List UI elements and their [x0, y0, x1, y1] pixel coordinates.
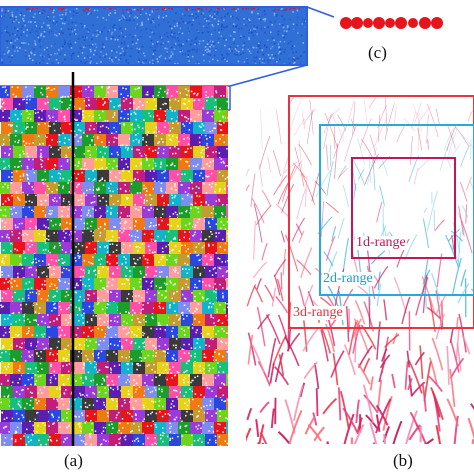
range-frame-2d [319, 124, 474, 296]
panel-label-c: (c) [368, 43, 387, 62]
range-frame-3d [288, 95, 474, 329]
range-label-1d: 1d-range [355, 235, 407, 250]
particle-chain-icon [340, 17, 443, 29]
grain-mosaic [0, 86, 228, 446]
dislocation-network [246, 92, 474, 444]
panel-label-b: (b) [393, 451, 413, 470]
range-frames [288, 95, 474, 329]
range-label-2d: 2d-range [322, 271, 374, 286]
range-frame-1d [351, 157, 456, 259]
range-label-3d: 3d-range [292, 305, 344, 320]
atomic-slab-strip [0, 6, 308, 66]
panel-label-a: (a) [64, 451, 83, 470]
